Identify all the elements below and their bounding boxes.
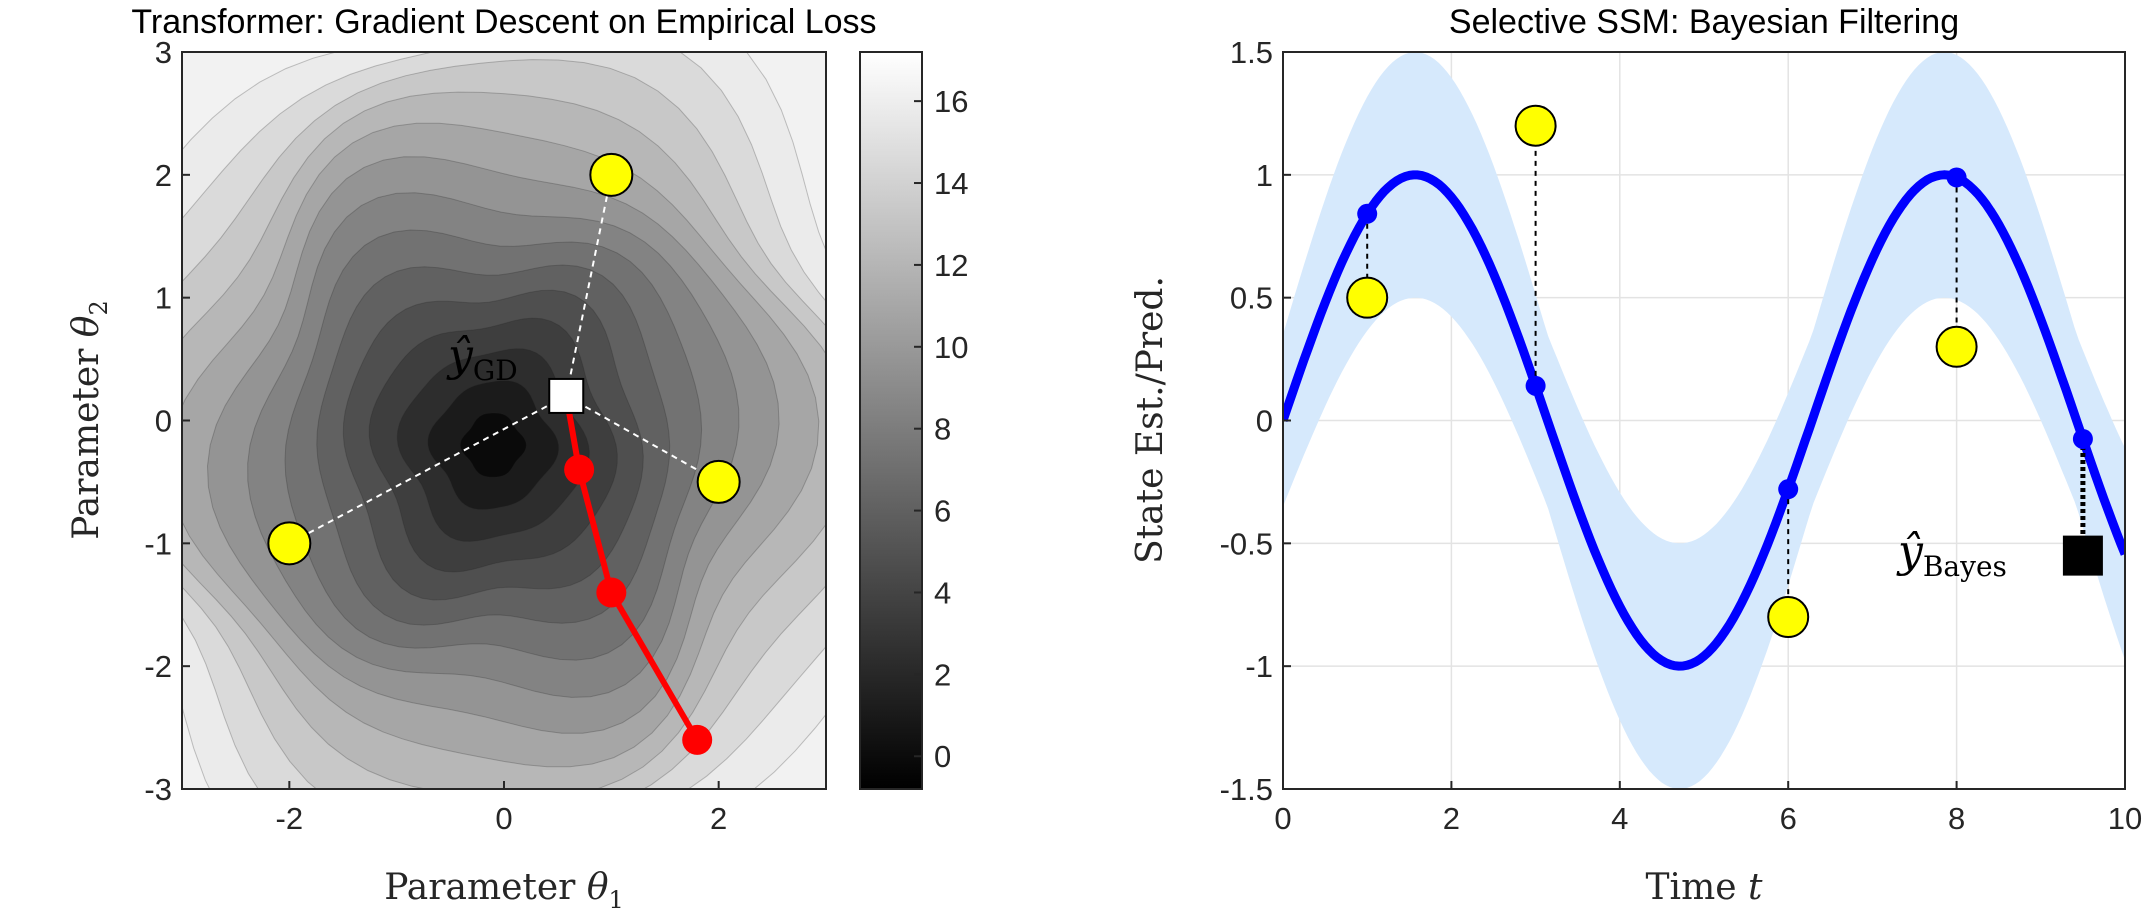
- context-link-line: [288, 395, 567, 545]
- observation-point: [1346, 276, 1389, 319]
- colorbar-tick-label: 12: [934, 248, 968, 283]
- colorbar-tick-label: 4: [934, 575, 951, 610]
- left-x-tick-label: 2: [710, 801, 727, 836]
- left-y-axis-label: Parameter θ2: [66, 300, 113, 540]
- left-y-tick-label: 1: [155, 281, 172, 316]
- filtered-state-point: [2072, 428, 2093, 449]
- colorbar-gradient: [859, 51, 923, 790]
- right-x-tick-label: 10: [2108, 801, 2142, 836]
- right-y-axis-label: State Est./Pred.: [1130, 276, 1171, 564]
- right-y-tick-label: 0.5: [1230, 281, 1273, 316]
- gd-step-point: [564, 454, 595, 485]
- gd-step-point: [682, 724, 713, 755]
- colorbar-tick-label: 6: [934, 494, 951, 529]
- left-x-tick-label: -2: [276, 801, 304, 836]
- filtered-state-point: [1525, 375, 1546, 396]
- right-y-tick-label: -0.5: [1220, 526, 1273, 561]
- left-y-tick-label: 0: [155, 404, 172, 439]
- colorbar-tick-label: 16: [934, 84, 968, 119]
- context-link-line: [565, 395, 720, 483]
- right-x-tick-label: 8: [1948, 801, 1965, 836]
- state-estimate-line: [1283, 170, 2125, 671]
- context-point: [696, 459, 741, 504]
- contour-level: [459, 412, 527, 478]
- loss-contour-map: [182, 52, 826, 789]
- filtered-state-point: [1778, 479, 1799, 500]
- left-y-tick-label: 3: [155, 35, 172, 70]
- right-x-tick-label: 0: [1274, 801, 1291, 836]
- colorbar-tick-label: 2: [934, 657, 951, 692]
- context-point: [589, 152, 634, 197]
- right-y-tick-label: -1: [1245, 649, 1273, 684]
- left-y-tick-label: -2: [144, 649, 172, 684]
- right-x-tick-label: 6: [1780, 801, 1797, 836]
- left-y-tick-label: -3: [144, 772, 172, 807]
- gd-path-line: [563, 395, 700, 742]
- right-chart-title: Selective SSM: Bayesian Filtering: [1449, 3, 1959, 41]
- colorbar-tick-label: 10: [934, 330, 968, 365]
- observation-point: [1935, 325, 1978, 368]
- left-x-tick-label: 0: [495, 801, 512, 836]
- gd-estimate-marker: [548, 377, 585, 414]
- observation-point: [1514, 104, 1557, 147]
- uncertainty-band: [1283, 52, 2125, 789]
- filtered-state-point: [1946, 167, 1967, 188]
- context-link-line: [565, 174, 613, 397]
- colorbar: 0 2 4 6 8 10 12 14 16: [859, 51, 968, 790]
- right-x-tick-label: 4: [1611, 801, 1628, 836]
- left-y-tick-label: -1: [144, 526, 172, 561]
- ssm-filter-panel: Selective SSM: Bayesian Filtering 0 2 4 6 8 1…: [1130, 3, 2142, 908]
- bayes-prediction-marker: [2062, 535, 2103, 576]
- gd-step-point: [596, 577, 627, 608]
- right-y-tick-label: 0: [1256, 404, 1273, 439]
- right-x-axis-label: Time t: [1646, 867, 1763, 908]
- right-y-tick-label: -1.5: [1220, 772, 1273, 807]
- left-chart-title: Transformer: Gradient Descent on Empiric…: [131, 3, 876, 41]
- gd-loss-panel: Transformer: Gradient Descent on Empiric…: [66, 3, 968, 908]
- filtered-state-point: [1357, 203, 1378, 224]
- observation-point: [1767, 596, 1810, 639]
- left-x-axis-label: Parameter θ1: [384, 867, 624, 908]
- right-y-tick-label: 1.5: [1230, 35, 1273, 70]
- colorbar-tick-label: 8: [934, 412, 951, 447]
- colorbar-tick-label: 0: [934, 739, 951, 774]
- gd-estimate-label: ŷGD: [446, 330, 518, 387]
- colorbar-tick-label: 14: [934, 166, 968, 201]
- right-x-tick-label: 2: [1443, 801, 1460, 836]
- left-y-tick-label: 2: [155, 158, 172, 193]
- context-point: [267, 521, 312, 566]
- bayes-prediction-label: ŷBayes: [1896, 526, 2007, 583]
- right-y-tick-label: 1: [1256, 158, 1273, 193]
